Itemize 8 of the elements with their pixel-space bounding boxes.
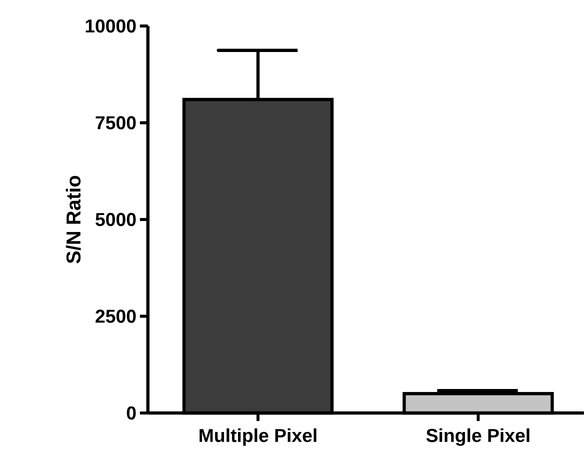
x-tick-label: Single Pixel bbox=[426, 428, 530, 446]
x-tick-label: Multiple Pixel bbox=[200, 428, 316, 446]
y-tick-label: 10000 bbox=[86, 19, 136, 33]
y-tick-label: 7500 bbox=[96, 116, 136, 130]
y-axis-title: S/N Ratio bbox=[66, 176, 81, 264]
y-tick-label: 0 bbox=[126, 406, 136, 420]
y-tick-label: 5000 bbox=[96, 212, 136, 226]
y-tick-label: 2500 bbox=[96, 310, 136, 323]
